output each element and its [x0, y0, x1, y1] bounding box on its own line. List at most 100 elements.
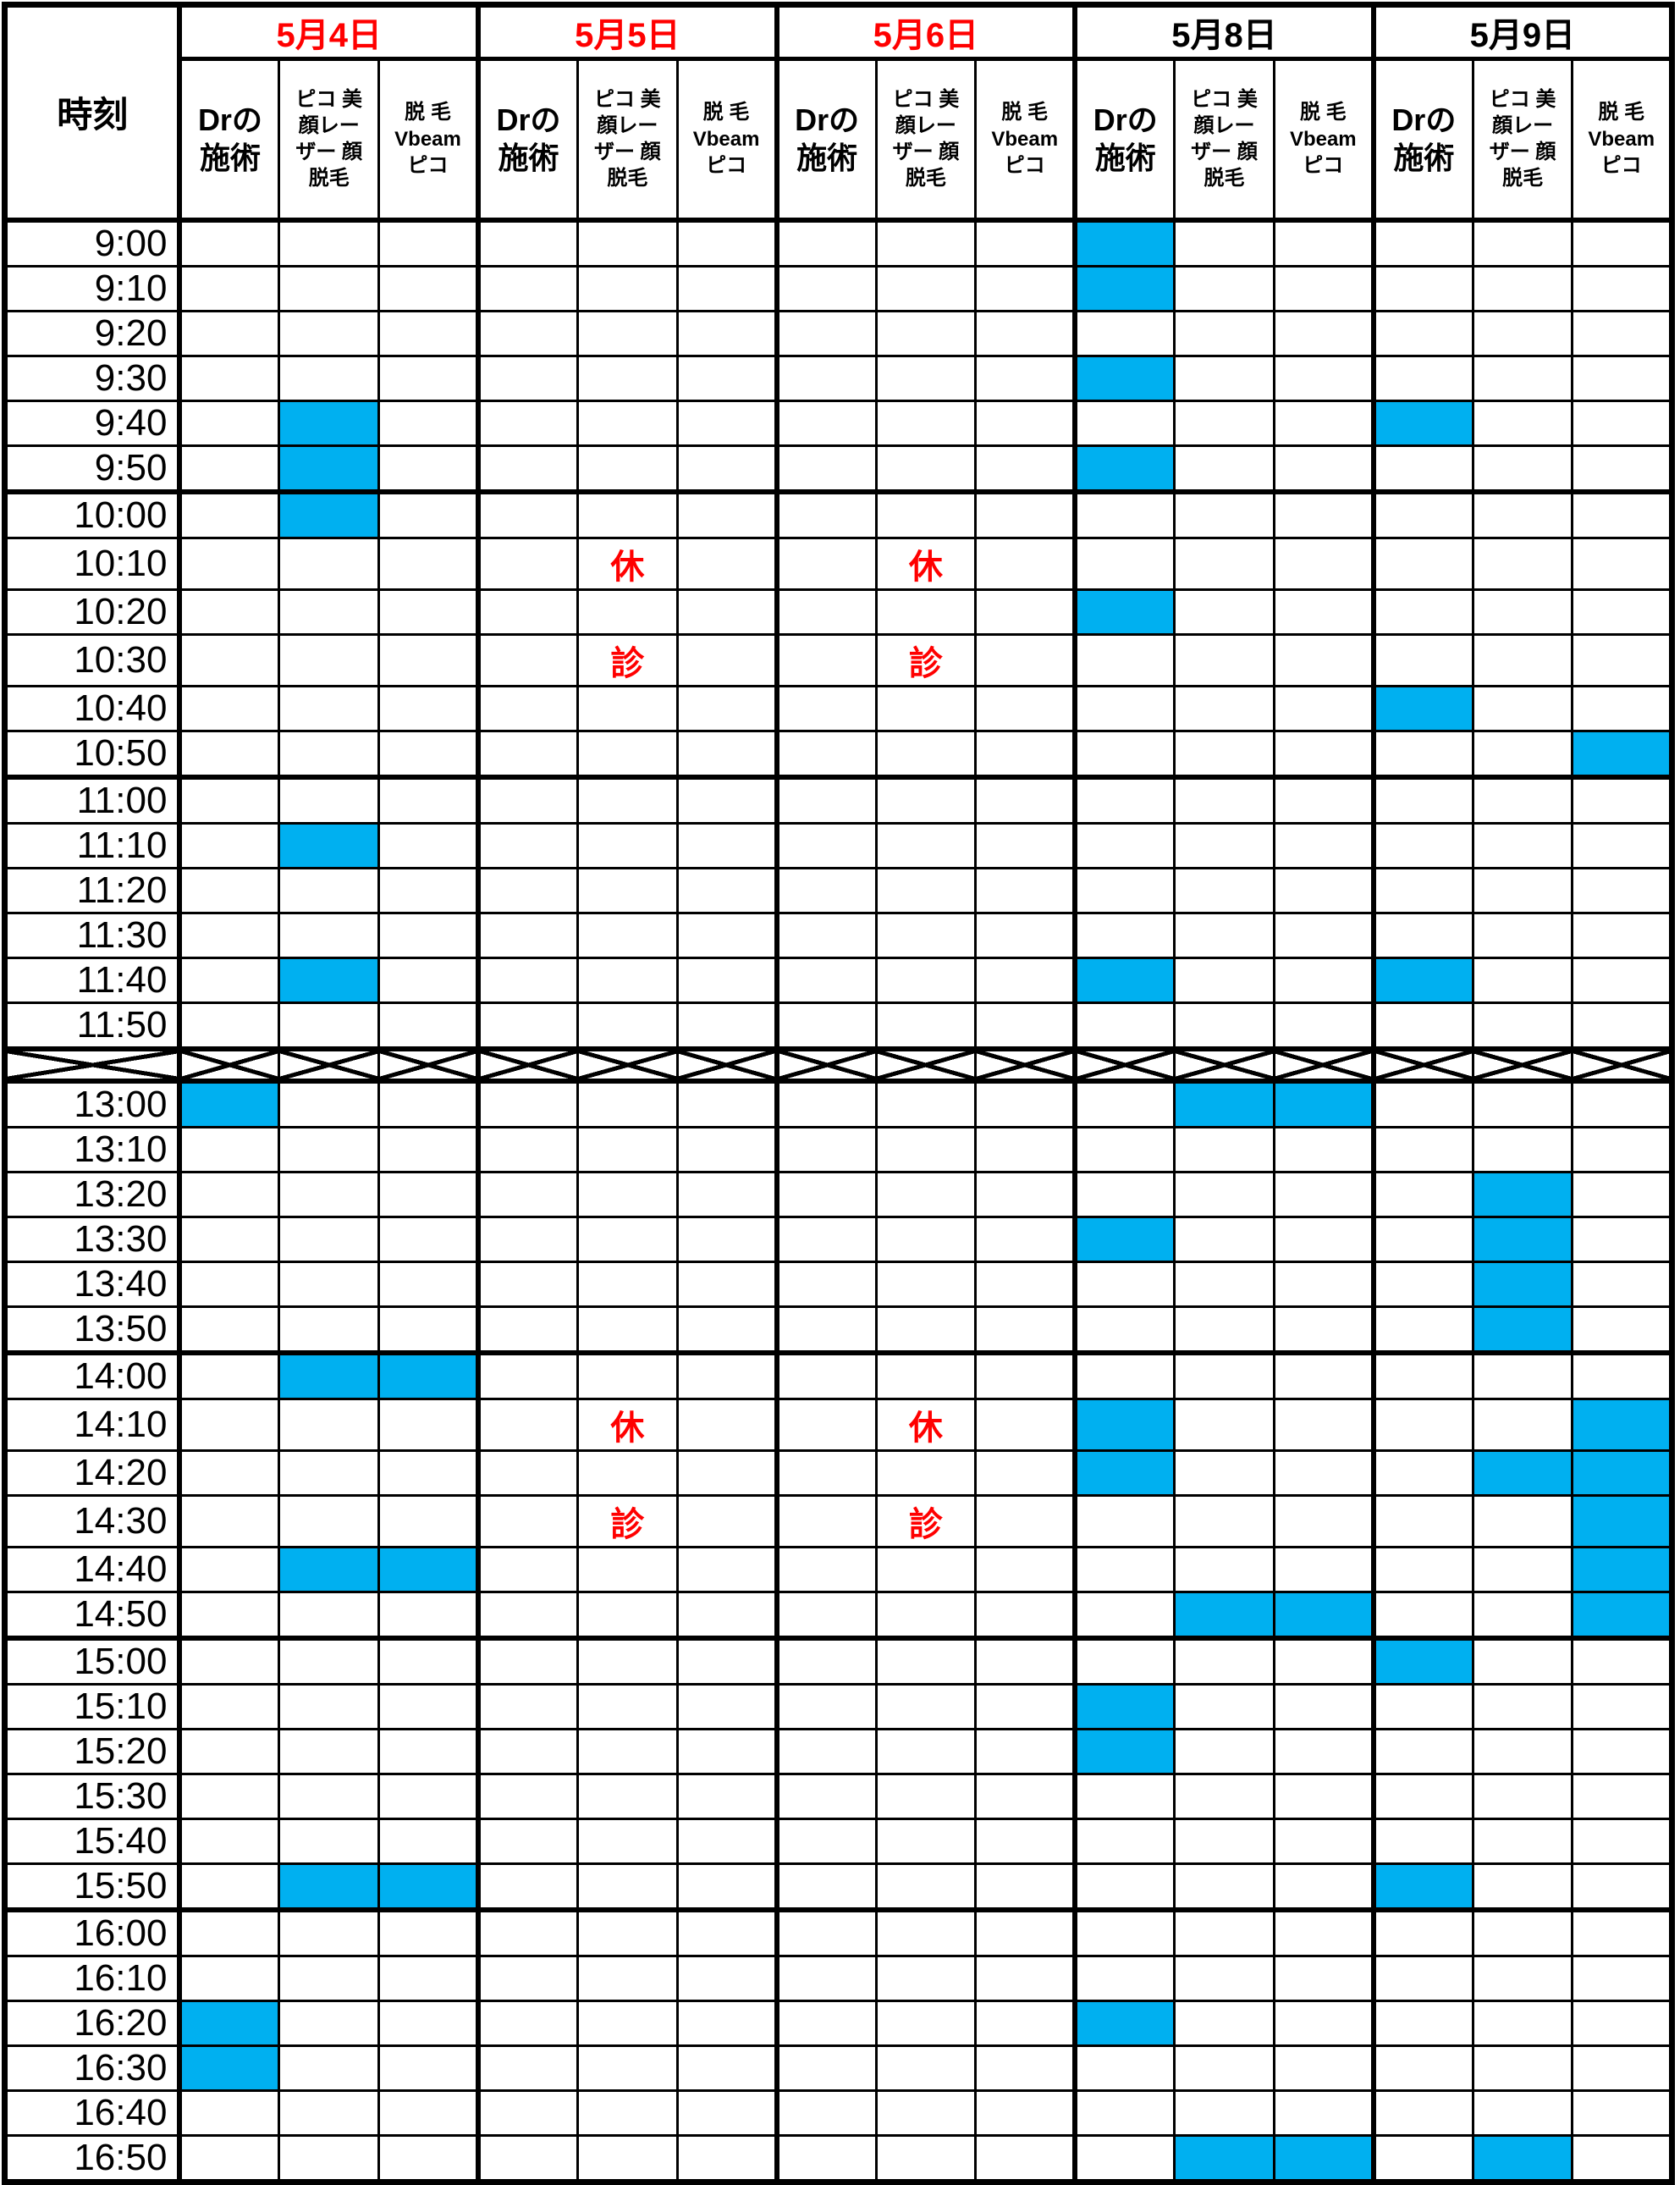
- lunch-break-cell: [775, 1046, 878, 1084]
- slot-cell: [1073, 1260, 1176, 1308]
- slot-cell: [1372, 1817, 1474, 1865]
- slot-cell: [675, 1590, 779, 1639]
- booked-slot: [1073, 444, 1176, 493]
- slot-cell: [974, 1772, 1078, 1820]
- slot-cell: [775, 1817, 878, 1865]
- slot-cell: [1571, 2088, 1675, 2137]
- schedule-row-13:40: 13:40: [3, 1260, 1675, 1308]
- schedule-row-10:10: 10:10 休 休: [3, 536, 1675, 591]
- slot-cell: [1372, 488, 1474, 539]
- time-label: 14:30: [3, 1493, 183, 1548]
- slot-cell: [1272, 632, 1376, 687]
- slot-cell: [1272, 354, 1376, 402]
- slot-cell: [775, 774, 878, 825]
- slot-cell: [576, 309, 679, 357]
- slot-cell: [974, 1001, 1078, 1050]
- slot-cell: [178, 1260, 281, 1308]
- slot-cell: [1372, 1448, 1474, 1497]
- service-header-pico-laser-may-8: ピコ 美 顔レー ザー 顔 脱毛: [1173, 58, 1275, 223]
- slot-cell: [476, 536, 580, 591]
- booked-slot: [278, 956, 380, 1004]
- slot-cell: [377, 1305, 482, 1354]
- slot-cell: [675, 2088, 779, 2137]
- slot-cell: [874, 399, 978, 447]
- schedule-row-13:20: 13:20: [3, 1170, 1675, 1218]
- slot-cell: [1173, 444, 1275, 493]
- slot-cell: [377, 1001, 482, 1050]
- slot-cell: [974, 1397, 1078, 1452]
- slot-cell: [974, 1545, 1078, 1593]
- slot-cell: [377, 729, 482, 778]
- slot-cell: [178, 264, 281, 312]
- slot-cell: [1471, 309, 1574, 357]
- slot-cell: [278, 1305, 380, 1354]
- slot-cell: [775, 309, 878, 357]
- slot-cell: [675, 1999, 779, 2047]
- slot-cell: [1272, 1727, 1376, 1775]
- booked-slot: [178, 1078, 281, 1128]
- slot-cell: [377, 956, 482, 1004]
- schedule-row-11:10: 11:10: [3, 821, 1675, 869]
- slot-cell: [675, 866, 779, 914]
- slot-cell: [576, 1906, 679, 1957]
- slot-cell: [675, 1954, 779, 2002]
- time-label: 14:00: [3, 1349, 183, 1400]
- booked-slot: [1471, 1215, 1574, 1263]
- slot-cell: [1471, 1545, 1574, 1593]
- time-label: 16:30: [3, 2044, 183, 2092]
- lunch-break-cell: [576, 1046, 679, 1084]
- slot-cell: [675, 588, 779, 636]
- slot-cell: [278, 1078, 380, 1128]
- slot-cell: [377, 217, 482, 268]
- time-label: 11:20: [3, 866, 183, 914]
- slot-cell: [476, 264, 580, 312]
- slot-cell: [1372, 309, 1474, 357]
- slot-cell: [476, 2133, 580, 2183]
- slot-cell: [974, 1590, 1078, 1639]
- booked-slot: [1073, 354, 1176, 402]
- slot-cell: [775, 1305, 878, 1354]
- slot-cell: [1571, 1817, 1675, 1865]
- slot-cell: [1372, 821, 1474, 869]
- slot-cell: [675, 1906, 779, 1957]
- slot-cell: [1471, 488, 1574, 539]
- slot-cell: [874, 1906, 978, 1957]
- schedule-row-15:30: 15:30: [3, 1772, 1675, 1820]
- slot-cell: [874, 2044, 978, 2092]
- slot-cell: [874, 1954, 978, 2002]
- slot-cell: [1471, 1001, 1574, 1050]
- slot-cell: [377, 1682, 482, 1730]
- time-label: 14:50: [3, 1590, 183, 1639]
- slot-cell: [974, 354, 1078, 402]
- booked-slot: [1173, 2133, 1275, 2183]
- closed-label-cell: 休: [576, 1397, 679, 1452]
- slot-cell: [377, 399, 482, 447]
- slot-cell: [576, 1078, 679, 1128]
- slot-cell: [874, 684, 978, 732]
- slot-cell: [377, 309, 482, 357]
- slot-cell: [476, 1590, 580, 1639]
- slot-cell: [576, 911, 679, 959]
- booked-slot: [1571, 1493, 1675, 1548]
- slot-cell: [974, 1493, 1078, 1548]
- slot-cell: [775, 632, 878, 687]
- slot-cell: [1272, 1772, 1376, 1820]
- slot-cell: [1272, 866, 1376, 914]
- slot-cell: [377, 1590, 482, 1639]
- time-label: 16:20: [3, 1999, 183, 2047]
- slot-cell: [377, 1397, 482, 1452]
- slot-cell: [775, 1682, 878, 1730]
- slot-cell: [974, 1260, 1078, 1308]
- slot-cell: [1571, 264, 1675, 312]
- slot-cell: [1272, 684, 1376, 732]
- lunch-break-cell: [675, 1046, 779, 1084]
- slot-cell: [476, 1397, 580, 1452]
- schedule-row-14:20: 14:20: [3, 1448, 1675, 1497]
- slot-cell: [874, 1999, 978, 2047]
- slot-cell: [775, 1448, 878, 1497]
- slot-cell: [1073, 2044, 1176, 2092]
- slot-cell: [1372, 1001, 1474, 1050]
- service-header-hair-vbeam-may-5: 脱 毛 Vbeam ピコ: [675, 58, 779, 223]
- slot-cell: [1073, 2133, 1176, 2183]
- slot-cell: [775, 588, 878, 636]
